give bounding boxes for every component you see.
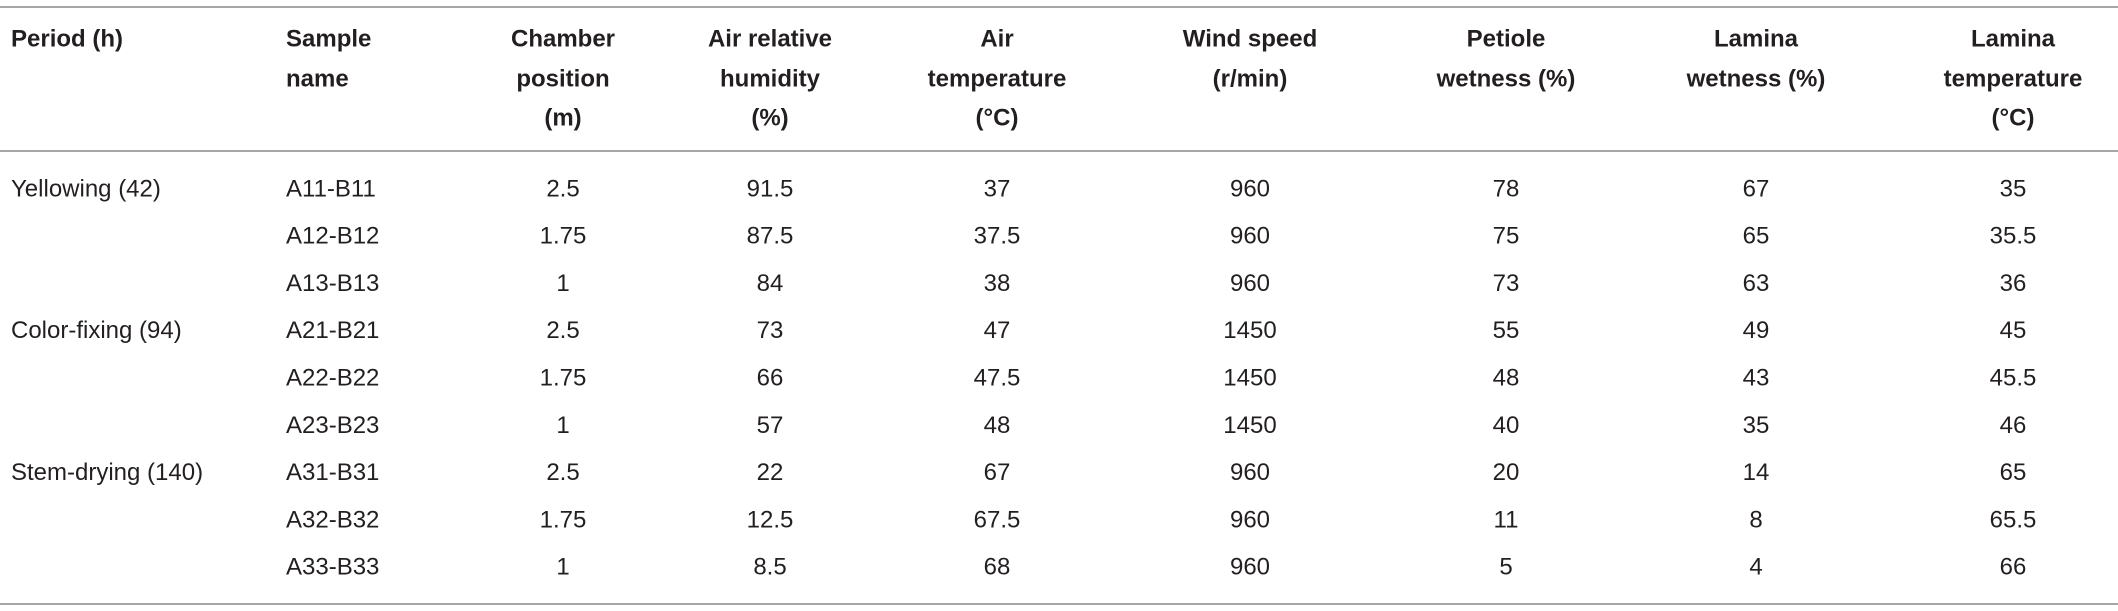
table-cell: 960	[1230, 554, 1270, 581]
table-cell: 960	[1230, 175, 1270, 202]
column-header: humidity	[720, 65, 821, 92]
table-cell: 35	[1743, 412, 1770, 439]
table-cell: 20	[1493, 459, 1520, 486]
table-cell: 84	[757, 270, 784, 297]
period-cell: Yellowing (42)	[11, 175, 161, 202]
table-cell: 45	[2000, 317, 2027, 344]
table-cell: 67	[984, 459, 1011, 486]
table-cell: 67.5	[974, 506, 1021, 533]
table-cell: 35.5	[1990, 223, 2037, 250]
table-cell: 66	[2000, 554, 2027, 581]
table-cell: 1450	[1223, 317, 1276, 344]
column-header: (m)	[544, 104, 581, 131]
table-cell: A21-B21	[286, 317, 379, 344]
table-cell: A22-B22	[286, 365, 379, 392]
table-cell: 43	[1743, 365, 1770, 392]
column-header: Lamina	[1714, 25, 1799, 52]
column-header: temperature	[1944, 65, 2083, 92]
table-cell: A31-B31	[286, 459, 379, 486]
table-cell: 1.75	[540, 506, 587, 533]
table-cell: A23-B23	[286, 412, 379, 439]
table-cell: 37.5	[974, 223, 1021, 250]
table-cell: 14	[1743, 459, 1770, 486]
period-cell: Stem-drying (140)	[11, 459, 203, 486]
column-header: Air relative	[708, 25, 832, 52]
column-header: Air	[980, 25, 1013, 52]
column-header: position	[516, 65, 609, 92]
table-cell: 22	[757, 459, 784, 486]
table-cell: 8	[1749, 506, 1762, 533]
table-cell: 47	[984, 317, 1011, 344]
table-cell: 91.5	[747, 175, 794, 202]
column-header: (°C)	[976, 104, 1019, 131]
table-cell: 1450	[1223, 365, 1276, 392]
table-cell: 960	[1230, 223, 1270, 250]
table-cell: 8.5	[753, 554, 786, 581]
table-cell: 35	[2000, 175, 2027, 202]
table-cell: A12-B12	[286, 223, 379, 250]
table-cell: 75	[1493, 223, 1520, 250]
column-header: (°C)	[1992, 104, 2035, 131]
table-cell: 1	[556, 270, 569, 297]
table-cell: 1450	[1223, 412, 1276, 439]
table-cell: A11-B11	[286, 175, 376, 202]
table-cell: 73	[1493, 270, 1520, 297]
period-cell: Color-fixing (94)	[11, 317, 182, 344]
column-header: Chamber	[511, 25, 615, 52]
table-cell: 46	[2000, 412, 2027, 439]
table-cell: 67	[1743, 175, 1770, 202]
table-cell: 2.5	[546, 459, 579, 486]
table-cell: 1	[556, 412, 569, 439]
column-header: Lamina	[1971, 25, 2056, 52]
column-header: temperature	[928, 65, 1067, 92]
table-cell: A32-B32	[286, 506, 379, 533]
table-cell: 65.5	[1990, 506, 2037, 533]
column-header: (%)	[751, 104, 788, 131]
table-cell: 49	[1743, 317, 1770, 344]
table-cell: 1.75	[540, 365, 587, 392]
table-cell: 87.5	[747, 223, 794, 250]
table-cell: 78	[1493, 175, 1520, 202]
table-cell: 55	[1493, 317, 1520, 344]
column-header: Sample	[286, 25, 371, 52]
table-cell: 11	[1494, 506, 1519, 533]
table-cell: 40	[1493, 412, 1520, 439]
table-cell: 57	[757, 412, 784, 439]
table-cell: 2.5	[546, 175, 579, 202]
table-cell: 1.75	[540, 223, 587, 250]
table-cell: 960	[1230, 459, 1270, 486]
table-cell: 65	[2000, 459, 2027, 486]
table-cell: 47.5	[974, 365, 1021, 392]
table-cell: 37	[984, 175, 1011, 202]
column-header: Wind speed	[1183, 25, 1317, 52]
table-cell: 63	[1743, 270, 1770, 297]
table-cell: 36	[2000, 270, 2027, 297]
table-cell: 5	[1499, 554, 1512, 581]
table-cell: 2.5	[546, 317, 579, 344]
column-header: (r/min)	[1213, 65, 1288, 92]
table-cell: 12.5	[747, 506, 794, 533]
column-header: name	[286, 65, 349, 92]
table-cell: 38	[984, 270, 1011, 297]
table-cell: 65	[1743, 223, 1770, 250]
table-cell: 1	[556, 554, 569, 581]
column-header: wetness (%)	[1686, 65, 1826, 92]
table-cell: 4	[1749, 554, 1762, 581]
table-cell: A13-B13	[286, 270, 379, 297]
table-cell: 45.5	[1990, 365, 2037, 392]
table-cell: 73	[757, 317, 784, 344]
table-cell: A33-B33	[286, 554, 379, 581]
column-header: Petiole	[1467, 25, 1546, 52]
table-cell: 66	[757, 365, 784, 392]
table-cell: 960	[1230, 506, 1270, 533]
table-cell: 960	[1230, 270, 1270, 297]
table-cell: 68	[984, 554, 1011, 581]
table-cell: 48	[1493, 365, 1520, 392]
column-header: wetness (%)	[1436, 65, 1576, 92]
table-cell: 48	[984, 412, 1011, 439]
column-header: Period (h)	[11, 25, 123, 52]
